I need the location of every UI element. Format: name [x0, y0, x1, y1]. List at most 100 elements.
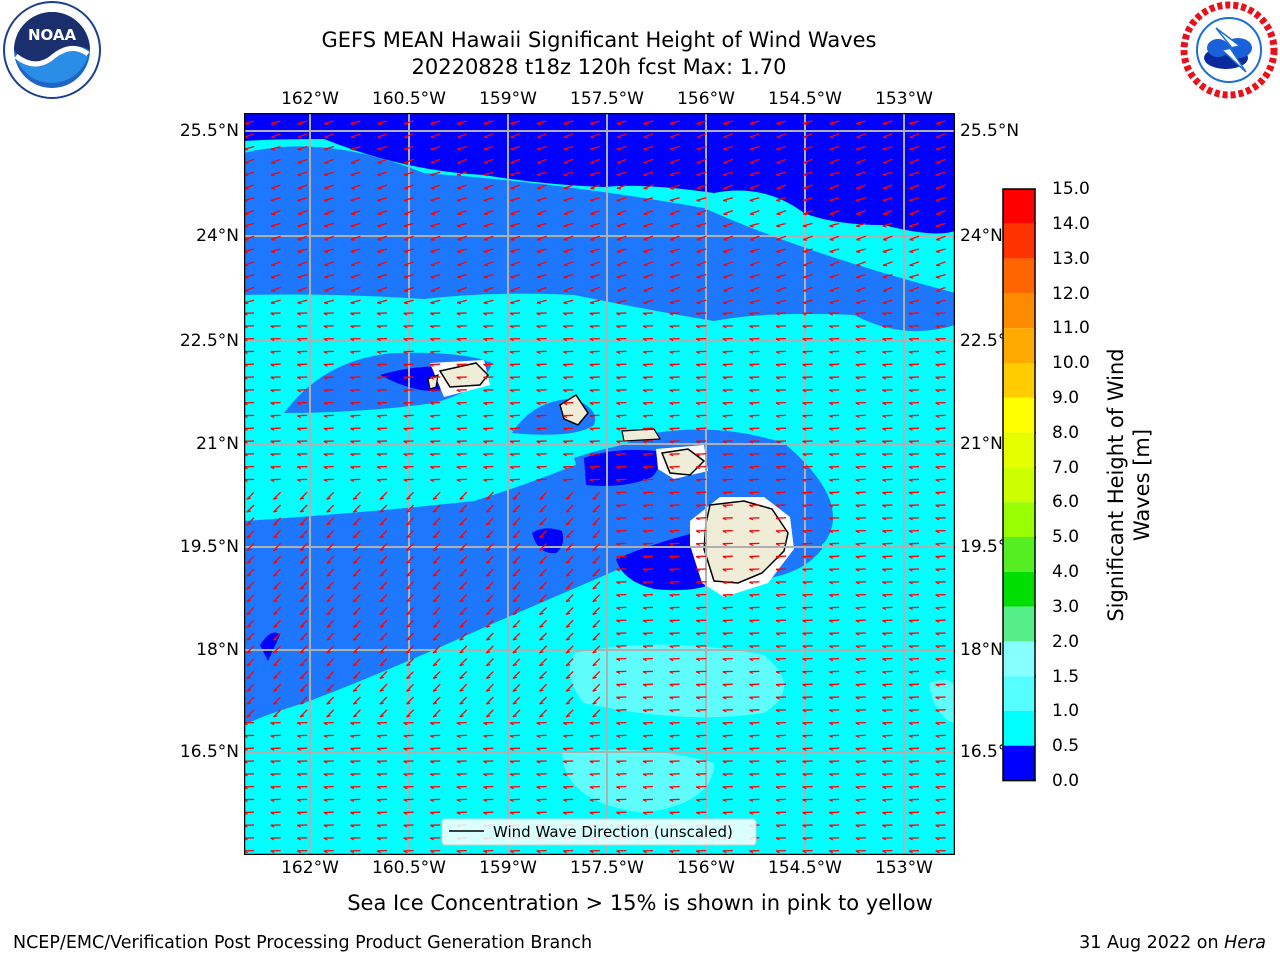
wave-direction-arrowhead: [642, 747, 647, 751]
band-1p5-2-south: [569, 644, 784, 718]
wave-direction-arrowhead: [326, 535, 331, 539]
wave-direction-arrow: [297, 299, 308, 304]
wave-direction-arrowhead: [459, 651, 464, 654]
wave-direction-arrow: [246, 670, 255, 679]
wave-direction-arrowhead: [456, 811, 461, 815]
wave-direction-arrowhead: [749, 786, 754, 790]
wave-direction-arrowhead: [775, 773, 780, 777]
wave-direction-arrowhead: [509, 389, 514, 393]
wave-direction-arrowhead: [326, 599, 331, 603]
wave-direction-arrowhead: [696, 264, 701, 267]
wave-direction-arrowhead: [246, 561, 251, 564]
wave-direction-arrow: [855, 120, 866, 125]
wave-direction-arrowhead: [512, 497, 517, 500]
wave-direction-arrowhead: [376, 440, 381, 444]
wave-direction-arrow: [935, 184, 946, 190]
wave-direction-arrow: [722, 197, 733, 202]
wave-direction-arrow: [882, 133, 893, 138]
wave-direction-arrowhead: [589, 415, 594, 419]
wave-direction-arrow: [246, 517, 255, 526]
wave-direction-arrowhead: [483, 722, 488, 726]
wave-direction-arrowhead: [323, 325, 328, 329]
wave-direction-arrow: [326, 517, 335, 526]
wave-direction-arrowhead: [669, 530, 674, 534]
wave-direction-arrowhead: [562, 850, 568, 854]
wave-direction-arrowhead: [273, 715, 278, 718]
wave-direction-arrow: [592, 504, 601, 513]
wave-direction-arrow: [536, 120, 547, 125]
wave-direction-arrowhead: [855, 251, 861, 254]
wave-direction-arrow: [829, 222, 840, 227]
wave-direction-arrow: [483, 184, 494, 190]
wave-direction-arrowhead: [882, 302, 887, 305]
wave-direction-arrowhead: [379, 523, 384, 526]
wave-direction-arrow: [270, 209, 281, 215]
wave-direction-arrow: [592, 581, 601, 590]
wave-direction-arrowhead: [403, 225, 408, 228]
wave-height-map: Wind Wave Direction (unscaled): [244, 113, 955, 855]
wave-direction-arrowhead: [802, 850, 807, 854]
wave-direction-arrowhead: [855, 338, 860, 342]
wave-direction-arrowhead: [722, 325, 727, 329]
wave-direction-arrow: [512, 645, 521, 654]
wave-direction-arrowhead: [882, 338, 887, 342]
wave-direction-arrow: [616, 235, 627, 241]
wave-direction-arrowhead: [722, 735, 727, 739]
wave-direction-arrow: [539, 517, 548, 526]
wave-direction-arrowhead: [592, 715, 597, 718]
wave-direction-arrowhead: [592, 702, 597, 705]
wave-direction-arrowhead: [723, 162, 728, 164]
wave-direction-arrow: [456, 222, 467, 227]
wave-direction-arrow: [270, 222, 281, 227]
wave-direction-arrowhead: [642, 632, 647, 636]
wave-direction-arrow: [536, 133, 547, 138]
wave-direction-arrowhead: [802, 722, 807, 726]
wave-direction-arrowhead: [457, 162, 462, 164]
wave-direction-arrowhead: [271, 239, 276, 241]
wave-direction-arrowhead: [803, 264, 808, 267]
wave-direction-arrowhead: [935, 148, 940, 151]
wave-direction-arrowhead: [456, 389, 461, 393]
wave-direction-arrowhead: [376, 402, 381, 406]
wave-direction-arrow: [539, 581, 548, 590]
colorbar-tick: 5.0: [1052, 527, 1080, 547]
wave-direction-arrowhead: [802, 199, 807, 202]
wave-direction-arrowhead: [935, 645, 940, 649]
wave-direction-arrowhead: [509, 760, 514, 764]
wave-direction-arrow: [483, 273, 494, 278]
wave-direction-arrowhead: [350, 402, 355, 406]
wave-direction-arrow: [802, 171, 813, 176]
cb-seg-5-4: [1003, 537, 1035, 572]
chart-title-line1: GEFS MEAN Hawaii Significant Height of W…: [321, 28, 877, 52]
wave-direction-arrowhead: [642, 568, 647, 572]
wave-direction-arrowhead: [296, 850, 302, 854]
wave-direction-arrowhead: [589, 440, 594, 444]
wave-direction-arrowhead: [353, 625, 358, 628]
wave-direction-arrow: [565, 619, 574, 628]
wave-direction-arrowhead: [562, 312, 568, 316]
wave-direction-arrowhead: [406, 497, 411, 500]
wave-direction-arrowhead: [403, 148, 408, 151]
wave-direction-arrowhead: [935, 837, 940, 841]
wave-direction-arrowhead: [669, 517, 674, 521]
wave-direction-arrowhead: [565, 587, 571, 590]
wave-direction-arrowhead: [855, 530, 860, 534]
wave-direction-arrowhead: [296, 453, 302, 457]
wave-direction-arrow: [616, 133, 627, 138]
wave-direction-arrow: [776, 261, 787, 266]
wave-direction-arrow: [855, 171, 866, 176]
wave-direction-arrowhead: [855, 850, 860, 854]
wave-direction-arrowhead: [908, 338, 913, 342]
wave-direction-arrowhead: [776, 264, 781, 267]
wave-direction-arrowhead: [882, 709, 887, 713]
wave-direction-arrowhead: [696, 123, 701, 126]
wave-direction-arrowhead: [246, 548, 251, 552]
wave-direction-arrow: [323, 248, 334, 253]
wave-direction-arrow: [379, 504, 388, 513]
wave-direction-arrowhead: [616, 722, 621, 726]
wave-direction-arrowhead: [509, 376, 514, 380]
wave-direction-arrowhead: [270, 415, 275, 419]
wave-direction-arrowhead: [882, 799, 887, 803]
wave-direction-arrowhead: [642, 786, 647, 790]
wave-direction-arrowhead: [695, 658, 701, 662]
